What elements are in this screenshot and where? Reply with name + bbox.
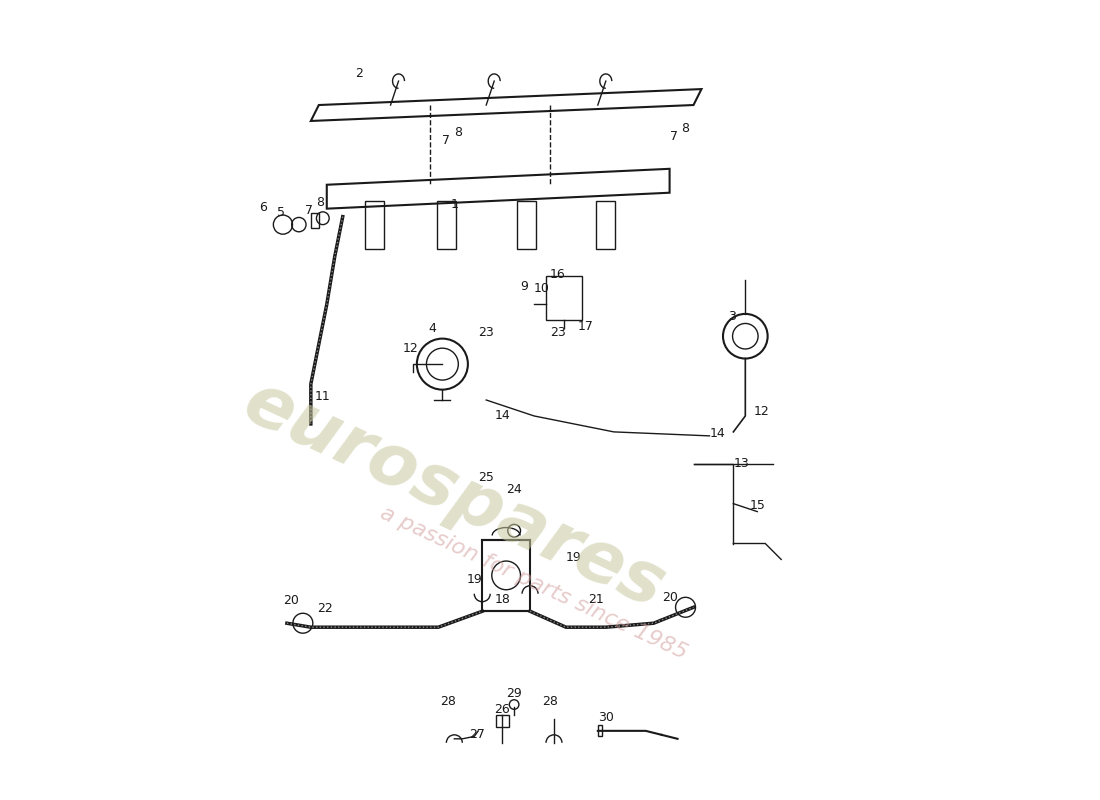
Text: 19: 19 [466, 573, 482, 586]
Text: 27: 27 [469, 728, 485, 742]
Bar [597, 726, 602, 737]
Text: 16: 16 [550, 267, 565, 281]
Text: 7: 7 [305, 204, 314, 217]
Text: 10: 10 [535, 282, 550, 295]
Text: 8: 8 [454, 126, 462, 139]
Bar [596, 201, 615, 249]
Text: 28: 28 [440, 695, 455, 708]
Bar [546, 277, 582, 320]
Text: 4: 4 [428, 322, 436, 334]
Text: 5: 5 [276, 206, 285, 219]
Text: 15: 15 [749, 498, 766, 512]
Text: 12: 12 [403, 342, 418, 354]
Text: 23: 23 [478, 326, 494, 338]
Text: 8: 8 [317, 196, 324, 209]
Text: 23: 23 [550, 326, 565, 338]
Text: 1: 1 [450, 198, 459, 211]
Text: 3: 3 [728, 310, 736, 322]
Text: 20: 20 [283, 594, 299, 607]
Bar [482, 539, 530, 611]
Text: 17: 17 [578, 320, 594, 333]
Text: 21: 21 [588, 593, 604, 606]
Bar [517, 201, 536, 249]
Text: 22: 22 [317, 602, 333, 615]
Text: 18: 18 [494, 593, 510, 606]
Text: eurospares: eurospares [233, 368, 675, 623]
Text: 7: 7 [442, 134, 450, 147]
Bar [365, 201, 384, 249]
Bar [437, 201, 455, 249]
Text: 7: 7 [670, 130, 678, 143]
Text: 6: 6 [260, 201, 267, 214]
Text: 24: 24 [506, 482, 522, 496]
Text: 13: 13 [734, 458, 749, 470]
Text: 2: 2 [354, 66, 363, 80]
Bar [496, 715, 508, 727]
Text: 9: 9 [520, 280, 528, 294]
Text: 29: 29 [506, 687, 522, 700]
Text: 19: 19 [566, 551, 582, 564]
Bar [311, 214, 319, 228]
Text: 12: 12 [754, 406, 769, 418]
Text: 30: 30 [598, 710, 614, 724]
Text: 8: 8 [682, 122, 690, 135]
Text: 11: 11 [315, 390, 331, 402]
Text: a passion for parts since 1985: a passion for parts since 1985 [377, 503, 691, 663]
Text: 28: 28 [542, 695, 558, 708]
Text: 26: 26 [494, 703, 510, 716]
Text: 25: 25 [478, 471, 494, 484]
Text: 20: 20 [661, 591, 678, 604]
Text: 14: 14 [710, 427, 725, 440]
Text: 14: 14 [494, 410, 510, 422]
